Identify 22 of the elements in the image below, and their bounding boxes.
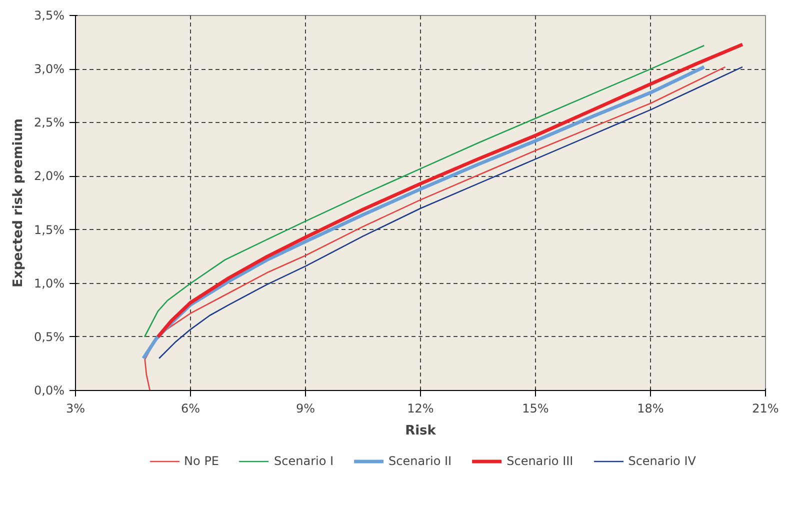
x-tick-label: 18%: [637, 402, 664, 416]
x-tick-label: 9%: [296, 402, 316, 416]
x-axis-title: Risk: [405, 424, 436, 438]
y-tick-label: 1,0%: [34, 276, 65, 290]
x-tick-label: 12%: [407, 402, 434, 416]
x-tick-label: 6%: [180, 402, 200, 416]
y-tick-label: 3,0%: [34, 62, 65, 76]
y-tick-label: 0,0%: [34, 384, 65, 398]
legend-label: Scenario II: [388, 454, 452, 468]
legend-label: Scenario I: [274, 454, 334, 468]
x-tick-label: 15%: [522, 402, 549, 416]
y-tick-label: 2,0%: [34, 169, 65, 184]
x-tick-label: 3%: [66, 402, 86, 416]
x-tick-label: 21%: [752, 402, 779, 416]
legend-label: Scenario IV: [628, 454, 696, 468]
y-tick-label: 1,5%: [34, 222, 65, 237]
legend-label: Scenario III: [506, 454, 574, 468]
y-tick-label: 0,5%: [34, 330, 65, 344]
y-tick-label: 3,5%: [34, 8, 65, 22]
legend-label: No PE: [184, 454, 220, 468]
y-tick-label: 2,5%: [34, 116, 65, 130]
y-axis-title: Expected risk premium: [11, 118, 26, 288]
